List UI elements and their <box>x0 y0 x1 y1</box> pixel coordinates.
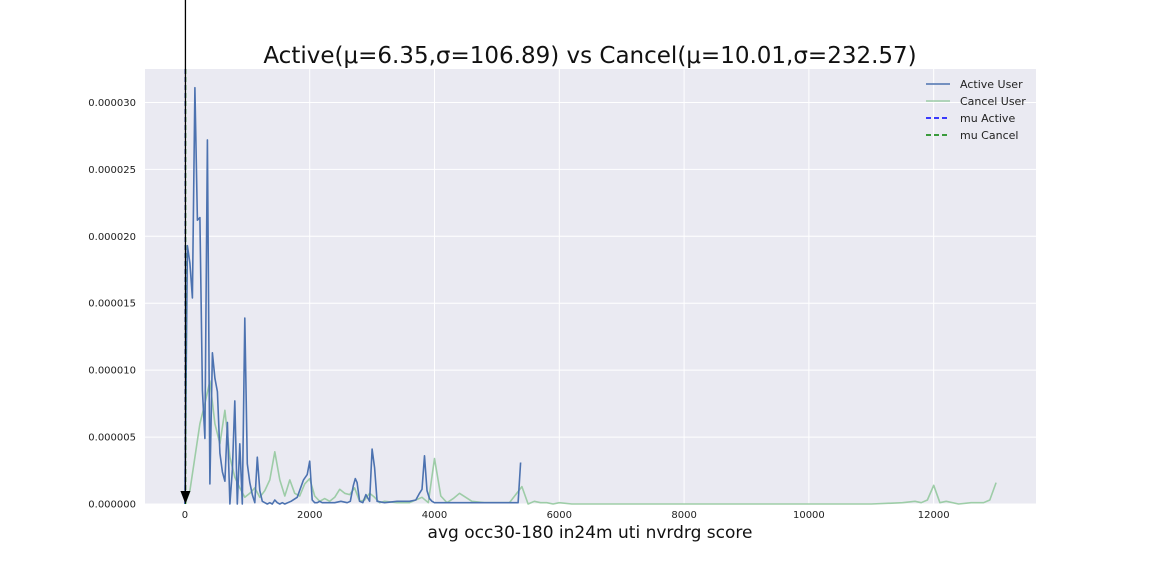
annotation-layer <box>180 0 191 504</box>
x-tick-label: 10000 <box>793 510 825 521</box>
y-tick-label: 0.000015 <box>88 299 136 310</box>
legend-label: Cancel User <box>960 95 1026 108</box>
legend-label: mu Cancel <box>960 129 1018 142</box>
x-tick-label: 6000 <box>547 510 572 521</box>
legend: Active User Cancel User mu Active mu Cancel <box>926 78 1026 142</box>
y-tick-labels: 0.000000 0.000005 0.000010 0.000015 0.000020… <box>88 98 136 511</box>
series-line-cancel-user <box>184 380 997 505</box>
y-tick-label: 0.000025 <box>88 165 136 176</box>
chart-title: Active(μ=6.35,σ=106.89) vs Cancel(μ=10.0… <box>263 43 916 69</box>
x-tick-label: 2000 <box>297 510 322 521</box>
y-tick-label: 0.000005 <box>88 433 136 444</box>
grid-lines <box>145 69 1036 505</box>
y-tick-label: 0.000030 <box>88 98 136 109</box>
x-tick-labels: 0 2000 4000 6000 8000 10000 12000 <box>182 510 950 521</box>
x-axis-label: avg occ30-180 in24m uti nvrdrg score <box>428 523 753 543</box>
x-tick-label: 8000 <box>671 510 696 521</box>
x-tick-label: 12000 <box>918 510 950 521</box>
legend-label: Active User <box>960 78 1023 91</box>
legend-label: mu Active <box>960 112 1015 125</box>
series-line-active-user <box>184 86 522 505</box>
y-tick-label: 0.000020 <box>88 232 136 243</box>
arrow-head <box>180 491 191 504</box>
y-tick-label: 0.000010 <box>88 366 136 377</box>
x-tick-label: 0 <box>182 510 188 521</box>
x-tick-label: 4000 <box>422 510 447 521</box>
y-tick-label: 0.000000 <box>88 500 136 511</box>
plot-background <box>145 69 1036 504</box>
